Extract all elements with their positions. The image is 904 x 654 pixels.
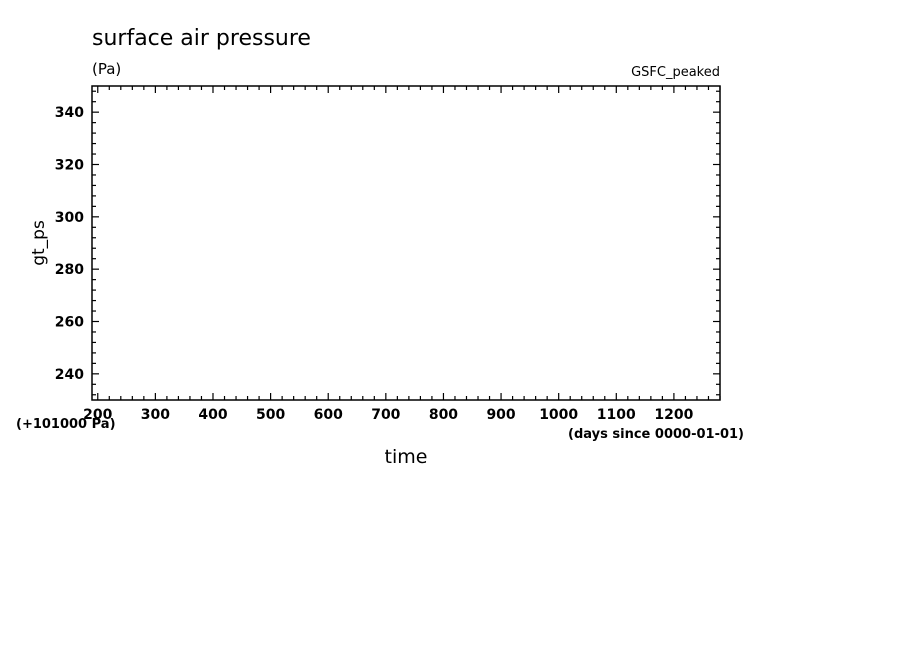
chart-units: (Pa) <box>92 60 121 78</box>
x-tick-label: 1000 <box>539 407 578 423</box>
x-axis-label: time <box>385 446 428 468</box>
plot-frame <box>91 85 721 401</box>
x-tick-label: 700 <box>371 407 400 423</box>
axis-ticks <box>92 86 721 400</box>
experiment-tag: GSFC_peaked <box>631 65 720 80</box>
x-tick-label: 1100 <box>597 407 636 423</box>
chart-title: surface air pressure <box>92 26 311 51</box>
x-tick-label: 200 <box>83 407 112 423</box>
x-tick-labels: 200 300 400 500 600 700 800 900 1000 1100 1200 <box>83 407 694 423</box>
y-axis-label: gt_ps <box>29 220 49 266</box>
x-tick-label: 300 <box>141 407 170 423</box>
y-tick-label: 300 <box>55 210 84 226</box>
x-tick-label: 400 <box>198 407 227 423</box>
y-tick-label: 340 <box>55 105 84 121</box>
y-tick-label: 260 <box>55 315 84 331</box>
x-tick-label: 600 <box>314 407 343 423</box>
y-tick-label: 280 <box>55 262 84 278</box>
x-tick-label: 1200 <box>654 407 693 423</box>
x-tick-label: 900 <box>486 407 515 423</box>
y-tick-label: 240 <box>55 367 84 383</box>
y-tick-label: 320 <box>55 158 84 174</box>
x-units-label: (days since 0000-01-01) <box>568 427 744 442</box>
y-tick-labels: 240 260 280 300 320 340 <box>55 105 84 383</box>
y-offset-label: (+101000 Pa) <box>16 417 116 432</box>
x-tick-label: 500 <box>256 407 285 423</box>
x-tick-label: 800 <box>429 407 458 423</box>
